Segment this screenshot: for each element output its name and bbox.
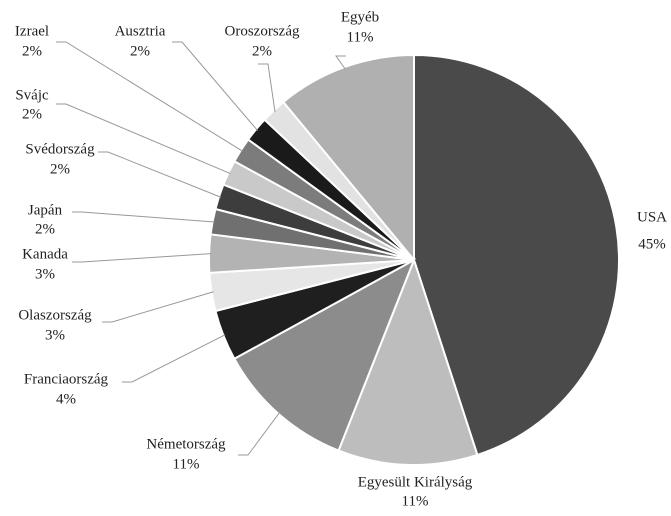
slice-value-label: 2% xyxy=(50,161,70,177)
leader-line xyxy=(238,411,281,456)
slice-value-label: 11% xyxy=(347,29,374,45)
slice-value-label: 2% xyxy=(35,221,55,237)
leader-line xyxy=(56,103,231,175)
leader-line xyxy=(122,334,226,383)
slice-value-label: 2% xyxy=(22,106,42,122)
slice-label: Franciaország xyxy=(24,371,109,387)
slice-label: Kanada xyxy=(22,246,68,262)
slice-value-label: 2% xyxy=(130,43,150,59)
slice-label: Izrael xyxy=(15,23,49,39)
leader-line xyxy=(56,41,243,152)
leader-line xyxy=(102,291,214,323)
slice-label: Japán xyxy=(28,202,63,218)
slice-value-label: 11% xyxy=(173,456,200,472)
leader-line xyxy=(72,211,215,223)
pie-slice xyxy=(337,257,479,466)
slice-value-label: 11% xyxy=(402,493,429,509)
slice-value-label: 3% xyxy=(45,327,65,343)
slice-label: Egyesült Királyság xyxy=(358,474,473,490)
slice-label: Oroszország xyxy=(225,23,300,39)
slice-label: Németország xyxy=(146,436,226,452)
slice-label: Olaszország xyxy=(18,307,92,323)
slice-label: USA xyxy=(637,209,667,225)
slice-value-label: 2% xyxy=(22,43,42,59)
slice-label: Ausztria xyxy=(115,23,166,39)
leader-line xyxy=(172,41,258,131)
slice-value-label: 3% xyxy=(35,266,55,282)
slice-label: Egyéb xyxy=(341,9,379,25)
slice-value-label: 2% xyxy=(252,43,272,59)
slice-label: Svédország xyxy=(25,141,95,157)
slice-value-label: 4% xyxy=(56,391,76,407)
leader-line xyxy=(98,151,222,198)
pie-slice xyxy=(413,53,620,457)
leader-line xyxy=(72,253,212,263)
pie-slice xyxy=(281,53,415,263)
slice-value-label: 45% xyxy=(638,236,666,252)
leader-line xyxy=(258,63,276,113)
slice-label: Svájc xyxy=(15,87,49,103)
leader-line xyxy=(335,55,346,70)
